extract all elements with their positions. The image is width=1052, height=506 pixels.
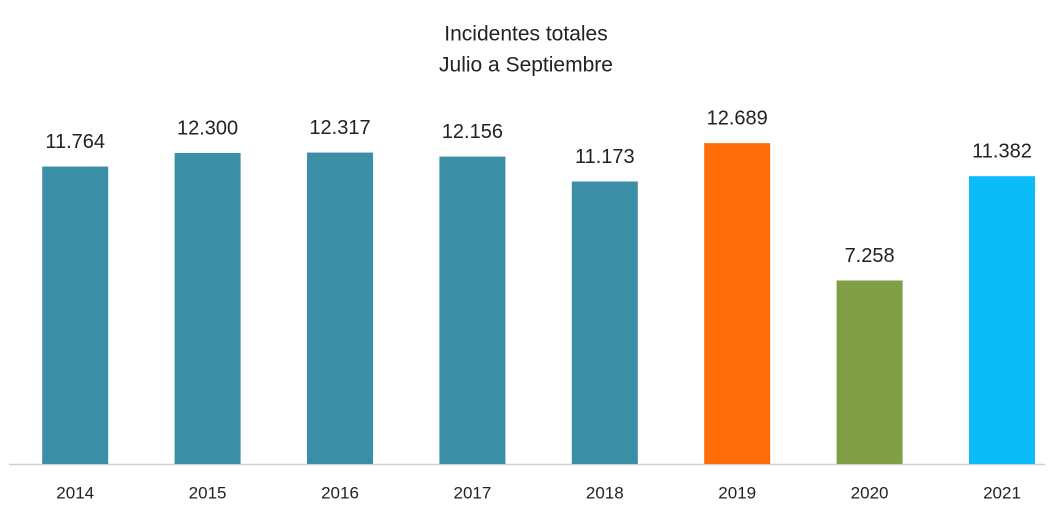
x-tick-label: 2021 bbox=[983, 483, 1021, 502]
bar bbox=[571, 181, 638, 464]
value-label: 12.156 bbox=[442, 121, 503, 143]
value-label: 12.317 bbox=[309, 117, 370, 139]
value-label: 11.382 bbox=[972, 140, 1032, 162]
chart-subtitle: Julio a Septiembre bbox=[439, 54, 613, 77]
x-tick-label: 2016 bbox=[321, 483, 359, 502]
chart-title: Incidentes totales bbox=[444, 23, 607, 46]
bar bbox=[439, 156, 506, 464]
x-tick-label: 2017 bbox=[453, 483, 491, 502]
x-tick-label: 2018 bbox=[586, 483, 624, 502]
value-label: 12.300 bbox=[177, 117, 238, 139]
bar bbox=[174, 152, 241, 464]
value-label: 12.689 bbox=[707, 107, 768, 129]
x-tick-label: 2020 bbox=[851, 483, 889, 502]
bar bbox=[704, 143, 771, 464]
x-tick-label: 2019 bbox=[718, 483, 756, 502]
x-tick-label: 2014 bbox=[56, 483, 94, 502]
value-label: 11.764 bbox=[45, 131, 105, 153]
value-label: 7.258 bbox=[845, 245, 895, 267]
bar bbox=[969, 176, 1035, 464]
x-tick-label: 2015 bbox=[189, 483, 227, 502]
value-label: 11.173 bbox=[575, 146, 635, 168]
bar bbox=[42, 166, 109, 464]
bar bbox=[836, 280, 903, 464]
bar bbox=[307, 152, 373, 465]
